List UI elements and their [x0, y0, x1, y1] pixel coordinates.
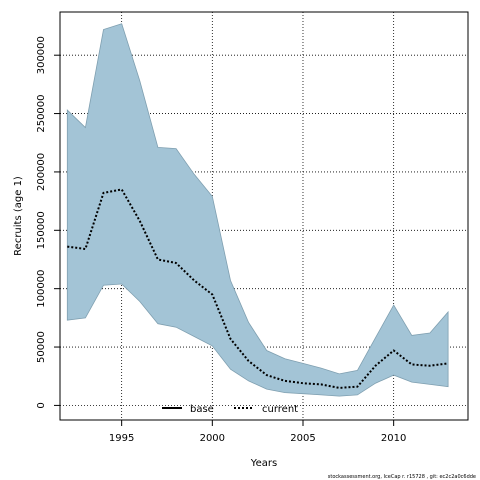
x-tick-label-1: 2000 [200, 433, 225, 444]
y-tick-label-3: 150000 [36, 211, 47, 249]
legend-base-label: base [190, 404, 214, 415]
y-axis-label: Recruits (age 1) [13, 176, 24, 256]
confidence-band [66, 23, 449, 397]
legend: base current [162, 404, 298, 415]
y-tick-label-6: 300000 [36, 36, 47, 74]
x-axis-ticks: 1995 2000 2005 2010 [109, 420, 406, 444]
y-tick-label-2: 100000 [36, 270, 47, 308]
y-tick-label-0: 0 [36, 402, 47, 408]
y-tick-label-5: 250000 [36, 94, 47, 132]
footer-note: stockassessment.org, IceCap r. r15728 , … [328, 474, 476, 480]
y-tick-label-1: 50000 [36, 331, 47, 363]
x-axis-label: Years [250, 458, 277, 469]
y-tick-label-4: 200000 [36, 153, 47, 191]
series-current-line [67, 188, 449, 389]
x-tick-label-2: 2005 [290, 433, 315, 444]
x-tick-label-3: 2010 [381, 433, 406, 444]
plot-frame [59, 11, 469, 421]
x-tick-label-0: 1995 [109, 433, 134, 444]
y-axis-ticks: 0 50000 100000 150000 200000 250000 300000 [36, 36, 60, 409]
legend-current-label: current [262, 404, 298, 415]
